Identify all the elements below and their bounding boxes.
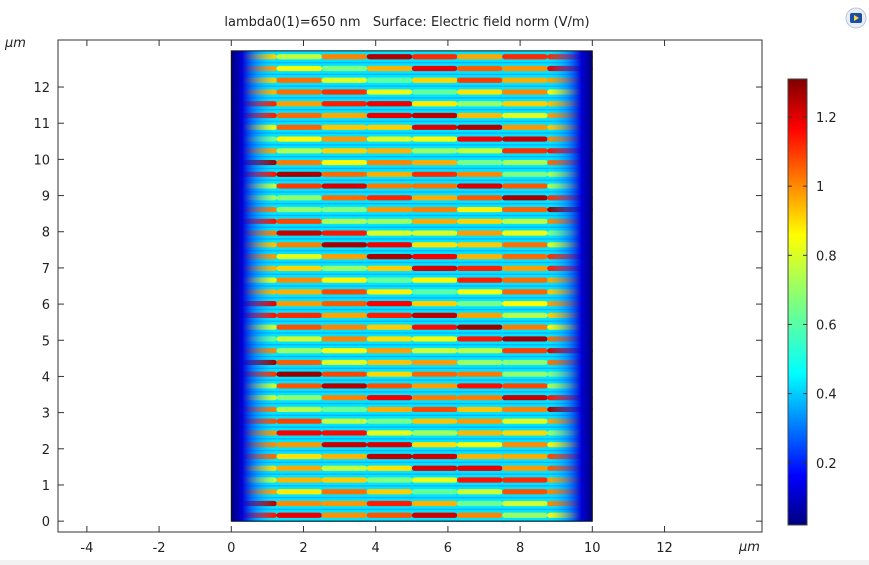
domain-boundary — [230, 50, 593, 522]
x-tick-label: 12 — [656, 541, 673, 556]
colorbar-tick-label: 0.2 — [816, 457, 837, 472]
y-tick-label: 10 — [33, 153, 50, 168]
x-tick-label: -4 — [80, 541, 93, 556]
y-tick-label: 4 — [42, 370, 50, 385]
x-tick-label: 4 — [372, 541, 380, 556]
y-tick-label: 7 — [42, 262, 50, 277]
y-tick-label: 5 — [42, 334, 50, 349]
y-tick-label: 0 — [42, 515, 50, 530]
x-tick-label: 0 — [227, 541, 235, 556]
y-tick-label: 12 — [33, 81, 50, 96]
colorbar-tick-label: 1.2 — [816, 111, 837, 126]
x-tick-label: 8 — [516, 541, 524, 556]
y-tick-label: 2 — [42, 443, 50, 458]
y-tick-label: 3 — [42, 407, 50, 422]
x-tick-label: 10 — [584, 541, 601, 556]
y-tick-label: 6 — [42, 298, 50, 313]
status-strip — [0, 560, 869, 565]
colorbar-gradient — [787, 78, 808, 526]
chart-title: lambda0(1)=650 nm Surface: Electric fiel… — [224, 15, 590, 30]
y-tick-label: 8 — [42, 226, 50, 241]
comsol-logo-icon[interactable] — [845, 7, 867, 29]
field-edge-falloff — [231, 50, 593, 522]
y-tick-label: 1 — [42, 479, 50, 494]
colorbar-tick-label: 0.8 — [816, 249, 837, 264]
axes-frame — [57, 39, 763, 533]
x-tick-label: -2 — [153, 541, 166, 556]
x-tick-label: 6 — [444, 541, 452, 556]
x-tick-label: 2 — [299, 541, 307, 556]
colorbar-tick-label: 0.4 — [816, 388, 837, 403]
y-tick-label: 9 — [42, 190, 50, 205]
x-axis-label: μm — [738, 540, 760, 555]
colorbar-tick-label: 0.6 — [816, 318, 837, 333]
y-axis-label: μm — [4, 36, 26, 51]
colorbar-tick-label: 1 — [816, 180, 824, 195]
y-tick-label: 11 — [33, 117, 50, 132]
